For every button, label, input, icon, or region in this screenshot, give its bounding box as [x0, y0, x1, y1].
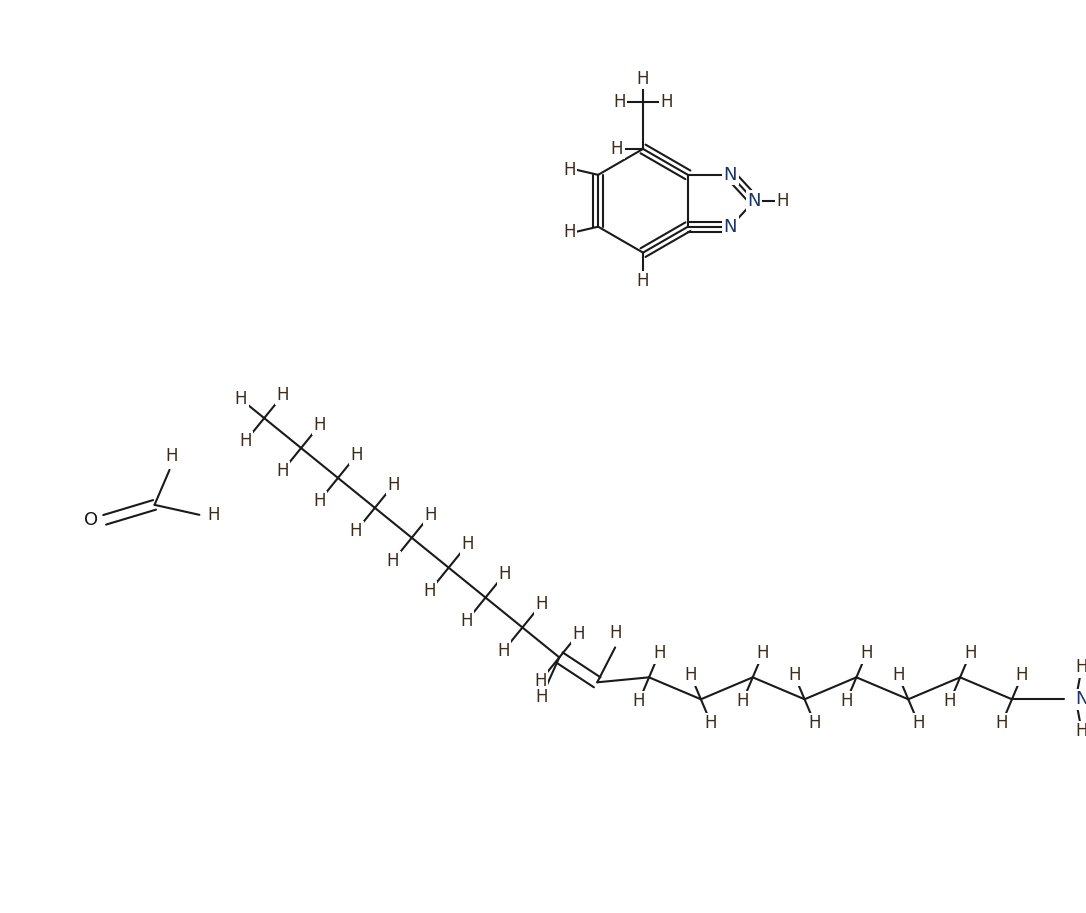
- Text: H: H: [239, 433, 252, 450]
- Text: H: H: [564, 161, 576, 179]
- Text: H: H: [314, 415, 326, 434]
- Text: H: H: [860, 645, 873, 663]
- Text: H: H: [636, 272, 649, 290]
- Text: H: H: [912, 714, 924, 732]
- Text: N: N: [723, 166, 737, 184]
- Text: H: H: [841, 692, 853, 710]
- Text: H: H: [424, 582, 437, 600]
- Text: H: H: [497, 642, 509, 660]
- Text: H: H: [351, 446, 363, 464]
- Text: H: H: [705, 714, 717, 732]
- Text: H: H: [564, 223, 576, 241]
- Text: H: H: [660, 93, 672, 111]
- Text: H: H: [350, 522, 363, 540]
- Text: H: H: [996, 714, 1008, 732]
- Text: N: N: [723, 217, 737, 236]
- Text: H: H: [636, 70, 649, 88]
- Text: H: H: [462, 535, 473, 553]
- Text: H: H: [610, 140, 623, 158]
- Text: H: H: [684, 666, 697, 685]
- Text: H: H: [498, 565, 510, 583]
- Text: H: H: [460, 612, 472, 630]
- Text: H: H: [653, 645, 666, 663]
- Text: H: H: [277, 386, 289, 404]
- Text: H: H: [1075, 658, 1086, 677]
- Text: H: H: [1015, 666, 1028, 685]
- Text: H: H: [165, 447, 178, 465]
- Text: H: H: [614, 93, 626, 111]
- Text: H: H: [964, 645, 976, 663]
- Text: H: H: [235, 390, 248, 408]
- Text: H: H: [387, 552, 400, 570]
- Text: H: H: [1075, 722, 1086, 740]
- Text: O: O: [84, 510, 98, 529]
- Text: H: H: [276, 462, 289, 480]
- Text: H: H: [736, 692, 749, 710]
- Text: H: H: [808, 714, 821, 732]
- Text: H: H: [572, 625, 584, 643]
- Text: N: N: [1075, 690, 1086, 708]
- Text: N: N: [747, 192, 761, 210]
- Text: H: H: [892, 666, 905, 685]
- Text: H: H: [788, 666, 800, 685]
- Text: H: H: [757, 645, 769, 663]
- Text: H: H: [425, 506, 437, 523]
- Text: H: H: [313, 492, 326, 510]
- Text: H: H: [207, 506, 219, 524]
- Text: H: H: [388, 476, 400, 494]
- Text: H: H: [535, 688, 547, 707]
- Text: H: H: [609, 624, 621, 643]
- Text: H: H: [535, 595, 547, 614]
- Text: H: H: [534, 672, 546, 689]
- Text: H: H: [944, 692, 957, 710]
- Text: H: H: [633, 692, 645, 710]
- Text: H: H: [776, 192, 790, 210]
